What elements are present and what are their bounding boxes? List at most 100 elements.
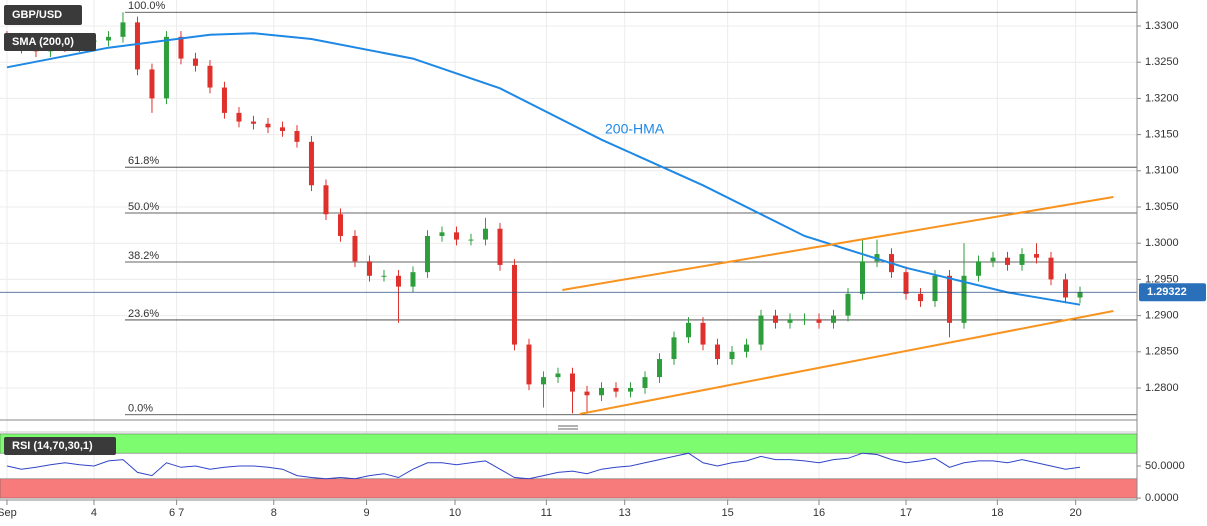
candle-body	[584, 391, 590, 396]
candle-body	[685, 322, 691, 338]
candle-body	[961, 275, 967, 323]
band	[0, 433, 1138, 454]
candle-body	[613, 387, 619, 392]
plot-layer: 100.0% 61.8% 50.0% 38.2% 23.6% 0.0%	[0, 0, 1138, 500]
y-tick-label: 1.3050	[1145, 201, 1179, 213]
trendline	[579, 309, 1114, 415]
candle-body	[918, 293, 924, 302]
price-label: 1.29322	[1147, 286, 1187, 298]
candle-body	[410, 272, 416, 287]
x-tick-label: 6 7	[169, 507, 184, 519]
candle-body	[163, 36, 169, 99]
legend-box	[4, 437, 116, 455]
fib-label: 50.0%	[128, 201, 159, 213]
price-label-box	[1139, 283, 1206, 302]
y-tick-label: 1.3100	[1145, 165, 1179, 177]
fib-label: 38.2%	[128, 250, 159, 262]
x-tick-label: 16	[813, 507, 825, 519]
candle-body	[482, 228, 488, 240]
y-tick-label: 1.3200	[1145, 92, 1179, 104]
legend-box	[4, 33, 96, 51]
y-tick-label: 1.3000	[1145, 237, 1179, 249]
x-tick-label: 15	[722, 507, 734, 519]
x-tick-label: 18	[991, 507, 1003, 519]
band	[0, 478, 1138, 499]
candle-body	[831, 315, 837, 323]
candle-body	[729, 351, 735, 360]
y-tick-label: 1.3300	[1145, 20, 1179, 32]
y-tick-label: 0.0000	[1145, 492, 1179, 504]
candle-body	[845, 293, 851, 316]
fib-label: 61.8%	[128, 155, 159, 167]
candle-body	[627, 387, 633, 392]
legend-box	[4, 5, 82, 25]
candle-body	[337, 214, 343, 236]
candle-body	[468, 239, 474, 241]
candle-body	[352, 235, 358, 262]
candle-body	[787, 319, 793, 323]
candle-body	[1019, 254, 1025, 265]
candle-body	[424, 235, 430, 273]
candle-body	[569, 373, 575, 392]
y-tick-label: 1.3150	[1145, 129, 1179, 141]
candle-body	[656, 359, 662, 378]
candle-body	[497, 228, 503, 265]
legend-entry: SMA (200,0)	[12, 36, 74, 48]
candle-body	[990, 257, 996, 262]
candle-body	[250, 121, 256, 124]
candle-body	[801, 319, 807, 321]
x-tick-label: 13	[619, 507, 631, 519]
x-tick-label: 20	[1070, 507, 1082, 519]
candle-body	[149, 69, 155, 99]
candle-body	[1063, 279, 1069, 298]
candle-body	[700, 322, 706, 345]
candle-body	[903, 272, 909, 294]
candle-body	[816, 319, 822, 323]
annotation: 200-HMA	[605, 121, 665, 137]
candle-body	[1077, 292, 1083, 298]
candle-body	[772, 315, 778, 323]
candle-body	[526, 344, 532, 385]
candle-body	[714, 344, 720, 360]
candle-body	[323, 185, 329, 215]
candle-body	[540, 377, 546, 385]
candle-body	[758, 315, 764, 345]
candle-body	[265, 123, 271, 128]
y-tick-label: 1.2950	[1145, 273, 1179, 285]
candle-body	[860, 261, 866, 294]
candle-body	[221, 87, 227, 113]
candle-body	[120, 22, 126, 37]
panel-title: RSI (14,70,30,1)	[12, 440, 93, 452]
candle-body	[743, 344, 749, 352]
y-tick-label: 50.0000	[1145, 460, 1185, 472]
x-tick-label: Sep	[0, 507, 17, 519]
candle-body	[932, 275, 938, 302]
candle-body	[976, 261, 982, 276]
candle-body	[279, 127, 285, 131]
x-tick-label: 10	[449, 507, 461, 519]
y-tick-label: 1.2900	[1145, 310, 1179, 322]
fib-label: 100.0%	[128, 0, 166, 12]
candle-body	[294, 130, 300, 142]
candle-body	[642, 377, 648, 388]
fib-label: 0.0%	[128, 403, 153, 415]
candle-body	[366, 261, 372, 276]
chart-title: GBP/USD	[12, 9, 62, 21]
candle-body	[134, 22, 140, 70]
x-tick-label: 11	[541, 507, 552, 519]
candle-body	[395, 275, 401, 287]
y-tick-label: 1.2800	[1145, 382, 1179, 394]
series-line	[6, 452, 1081, 480]
fib-label: 23.6%	[128, 308, 159, 320]
candle-body	[178, 36, 184, 59]
candle-body	[1048, 257, 1054, 280]
x-tick-label: 4	[91, 507, 97, 519]
candle-body	[207, 65, 213, 88]
x-tick-label: 17	[900, 507, 912, 519]
candle-body	[555, 373, 561, 378]
candle-body	[1034, 254, 1040, 258]
candle-body	[511, 264, 517, 345]
candle-body	[947, 275, 953, 323]
